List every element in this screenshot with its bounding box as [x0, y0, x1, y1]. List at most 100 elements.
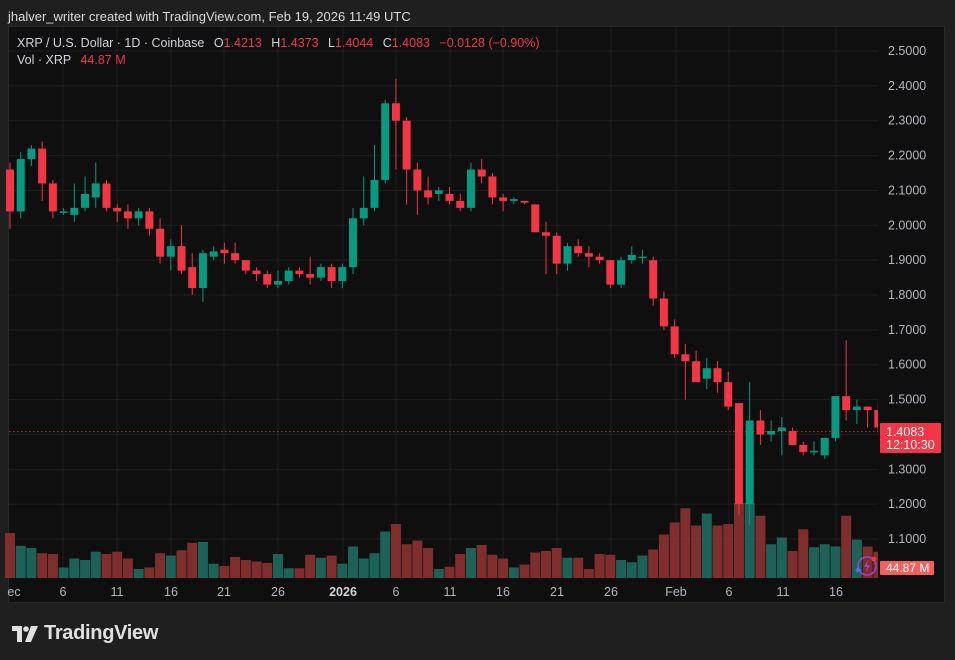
price-tick-label: 2.3000 [888, 114, 926, 128]
price-tick-label: 2.2000 [888, 149, 926, 163]
volume-bar [315, 557, 326, 578]
legend-low-value: 1.4044 [334, 36, 374, 50]
price-tick-label: 1.9000 [888, 253, 926, 267]
volume-bar [294, 568, 305, 578]
volume-bar [230, 557, 241, 578]
candle [692, 361, 701, 383]
candle [381, 103, 390, 180]
legend-row-price: XRP / U.S. Dollar · 1D · Coinbase O1.421… [17, 35, 540, 52]
volume-bar [176, 550, 187, 578]
volume-bar [433, 569, 444, 578]
volume-bars [5, 503, 895, 578]
candle [767, 430, 776, 435]
chart-grid [9, 27, 878, 578]
time-tick-label: 26 [271, 585, 285, 599]
last-price-badge: 1.4083 12:10:30 [880, 423, 941, 453]
price-axis[interactable]: 2.5000 2.4000 2.3000 2.2000 2.1000 2.0000 1.90… [878, 27, 944, 578]
candle [638, 256, 647, 259]
time-tick-label: 6 [60, 585, 67, 599]
candle [852, 406, 861, 411]
volume-bar [144, 567, 155, 578]
volume-bar [508, 567, 519, 578]
volume-bar [573, 557, 584, 578]
volume-bar [551, 548, 562, 578]
ai-assistant-icon[interactable] [854, 556, 877, 576]
candle [445, 193, 454, 201]
legend-row-volume: Vol · XRP 44.87 M [17, 52, 540, 69]
candle [91, 183, 100, 198]
time-tick-label: 2026 [329, 585, 357, 599]
volume-bar [541, 551, 551, 578]
time-tick-label: 21 [217, 585, 231, 599]
candle [48, 183, 57, 212]
candle [209, 251, 218, 257]
volume-bar [819, 544, 830, 578]
time-tick-label: 21 [550, 585, 564, 599]
volume-badge: 44.87 M [880, 561, 934, 575]
volume-bar [787, 551, 798, 578]
volume-bar [283, 568, 294, 578]
last-price-value: 1.4083 [886, 425, 924, 439]
candle [863, 406, 872, 411]
time-tick-label: 16 [496, 585, 510, 599]
candle [799, 444, 808, 452]
candle [306, 274, 315, 278]
volume-bar [80, 560, 91, 578]
candle [488, 176, 497, 198]
candle [6, 169, 14, 212]
volume-bar [583, 569, 594, 578]
candle [102, 183, 111, 208]
time-tick-label: 6 [726, 585, 733, 599]
volume-bar [58, 567, 69, 578]
volume-bar [305, 554, 316, 578]
volume-bar [380, 531, 391, 578]
countdown-timer: 12:10:30 [886, 438, 935, 452]
candle [810, 450, 818, 453]
candle [81, 193, 90, 208]
chart-frame[interactable] [8, 26, 945, 603]
candle [295, 270, 304, 275]
chart-legend: XRP / U.S. Dollar · 1D · Coinbase O1.421… [17, 35, 540, 69]
candle [166, 246, 175, 257]
volume-bar [744, 503, 755, 578]
candle [123, 211, 132, 219]
tradingview-logo[interactable]: TradingView [12, 622, 158, 645]
candle [38, 148, 47, 184]
candle [456, 200, 465, 208]
time-axis[interactable]: ec 6 11 16 21 26 2026 6 11 16 21 26 Feb 6 11 16 [7, 579, 944, 602]
candle [756, 420, 765, 435]
price-tick-label: 2.4000 [888, 79, 926, 93]
candle [338, 267, 347, 282]
candle [327, 267, 336, 282]
volume-bar [766, 544, 777, 578]
volume-bar [680, 508, 691, 578]
time-tick-label: ec [7, 585, 20, 599]
time-tick-label: 16 [829, 585, 843, 599]
volume-bar [47, 554, 58, 578]
volume-bar [776, 537, 787, 578]
candle [713, 368, 722, 383]
volume-bar [562, 557, 573, 578]
legend-open-value: 1.4213 [223, 36, 262, 50]
volume-bar [26, 548, 37, 578]
chart-credit: jhalver_writer created with TradingView.… [8, 9, 411, 24]
price-tick-label: 1.2000 [888, 497, 926, 511]
legend-low-label: L [328, 36, 335, 50]
candle [70, 207, 79, 215]
volume-bar [101, 554, 112, 578]
candle [606, 260, 615, 285]
volume-bar [733, 503, 744, 578]
legend-volume-label[interactable]: Vol · XRP [17, 53, 71, 67]
volume-bar [90, 551, 101, 578]
candle [595, 256, 604, 261]
candle [263, 274, 272, 285]
legend-change: −0.0128 (−0.90%) [439, 36, 540, 50]
volume-bar [519, 564, 530, 578]
time-tick-label: 6 [393, 585, 400, 599]
price-tick-label: 1.6000 [888, 358, 926, 372]
volume-bar [122, 558, 133, 578]
legend-symbol[interactable]: XRP / U.S. Dollar · 1D · Coinbase [17, 36, 205, 50]
volume-bar [262, 563, 273, 578]
volume-bar [755, 515, 766, 578]
